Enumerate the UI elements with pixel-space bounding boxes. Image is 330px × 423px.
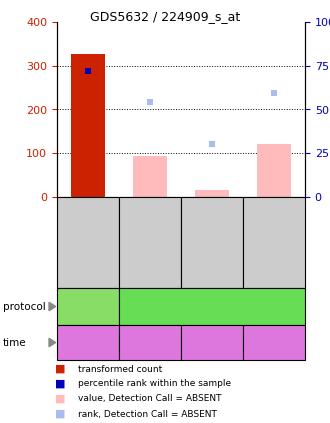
Text: value, Detection Call = ABSENT: value, Detection Call = ABSENT	[78, 395, 222, 404]
Bar	[257, 145, 291, 197]
Text: GSM1328178: GSM1328178	[146, 212, 154, 273]
Text: ■: ■	[55, 364, 65, 374]
Text: ■: ■	[55, 409, 65, 419]
Text: GSM1328177: GSM1328177	[83, 212, 92, 273]
Text: control: control	[70, 338, 106, 348]
Text: transformed count: transformed count	[78, 365, 162, 374]
Text: percentile rank within the sample: percentile rank within the sample	[78, 379, 231, 388]
Text: day 8: day 8	[197, 338, 226, 348]
Text: ■: ■	[55, 379, 65, 389]
Text: ■: ■	[55, 394, 65, 404]
Text: day 15: day 15	[256, 338, 292, 348]
Text: GSM1328180: GSM1328180	[270, 212, 279, 273]
Text: myogenic stimuli: myogenic stimuli	[164, 302, 260, 311]
Text: rank, Detection Call = ABSENT: rank, Detection Call = ABSENT	[78, 409, 217, 418]
Bar	[71, 54, 105, 197]
Text: GSM1328179: GSM1328179	[208, 212, 216, 273]
Text: day 3: day 3	[136, 338, 164, 348]
Bar	[133, 157, 167, 197]
Bar	[195, 190, 229, 197]
Text: time: time	[3, 338, 27, 348]
Text: protocol: protocol	[3, 302, 46, 311]
Text: GDS5632 / 224909_s_at: GDS5632 / 224909_s_at	[90, 10, 240, 23]
Text: before
myogenic
stimuli: before myogenic stimuli	[71, 297, 105, 316]
